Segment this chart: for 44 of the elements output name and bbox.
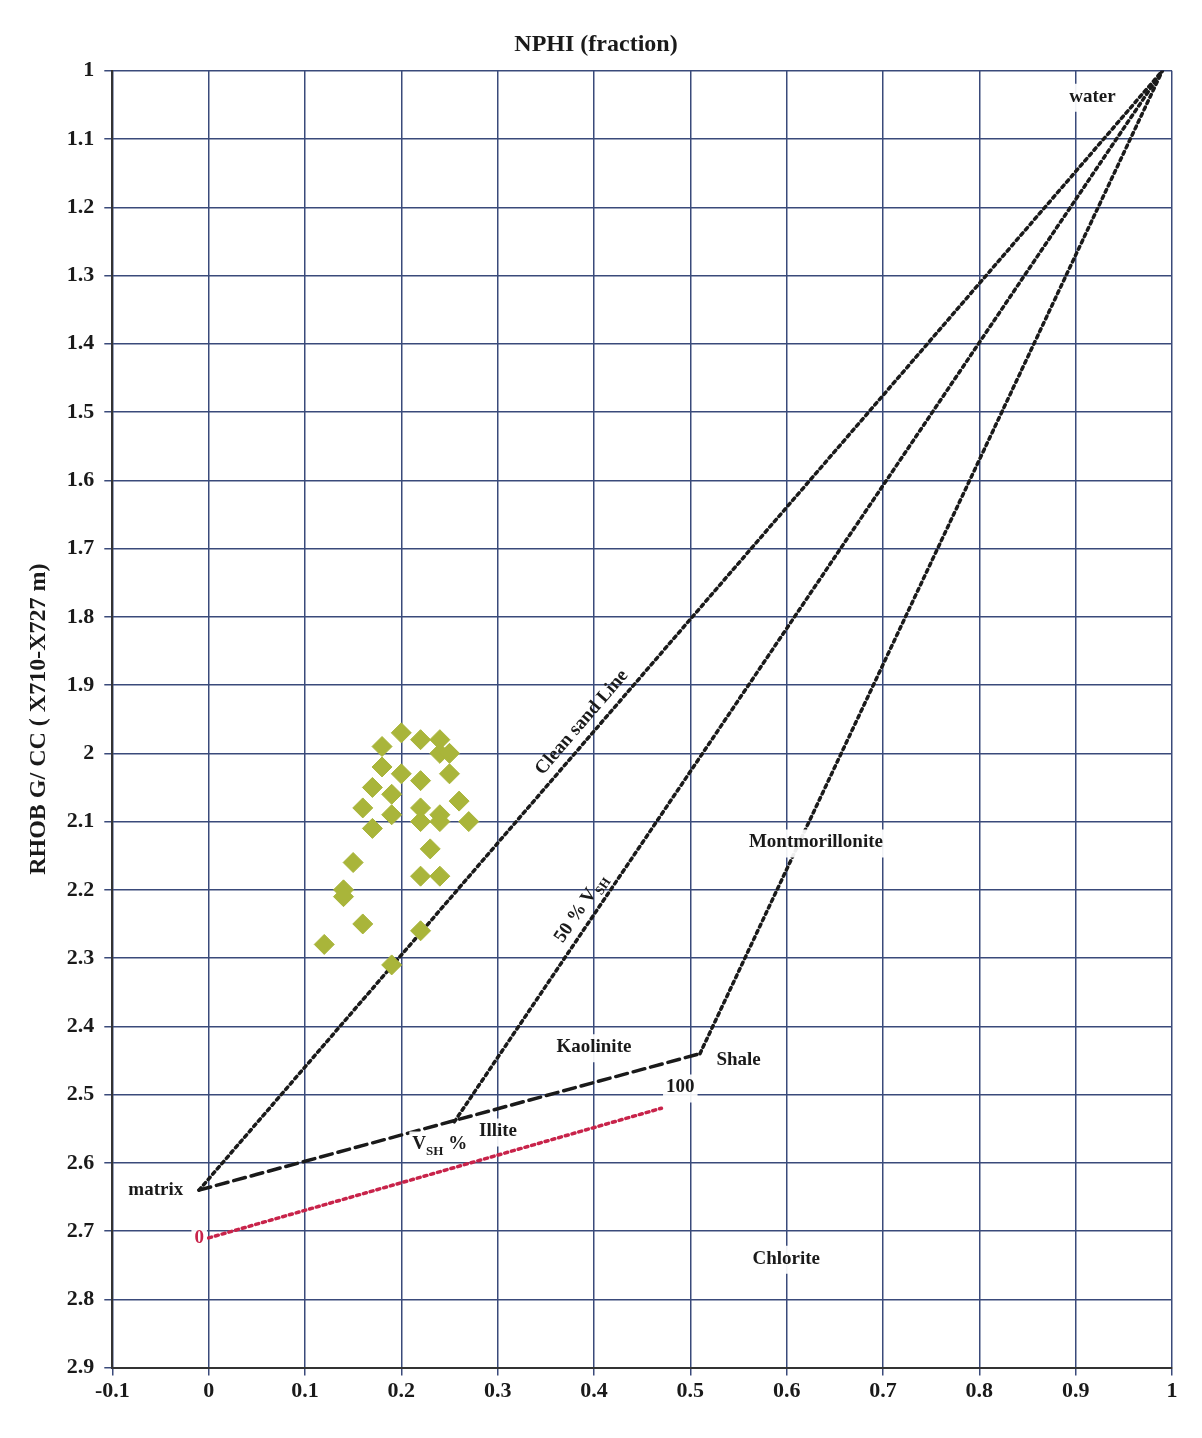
annotation: Chlorite (752, 1246, 821, 1268)
y-tick-label: 1 (83, 56, 95, 82)
x-tick-label: 0.5 (676, 1377, 705, 1403)
annotation: matrix (128, 1177, 184, 1199)
x-tick-label: 0.3 (483, 1377, 512, 1403)
y-tick-label: 1.5 (66, 397, 95, 423)
x-tick-label: 0.1 (291, 1377, 319, 1403)
x-tick-label: 0.7 (869, 1377, 897, 1403)
y-tick-label: 1.6 (66, 466, 95, 491)
y-tick-label: 2.1 (66, 807, 95, 833)
y-tick-label: 2 (83, 739, 95, 765)
x-axis-title: NPHI (fraction) (514, 29, 678, 56)
y-tick-label: 1.9 (66, 670, 95, 696)
y-tick-label: 2.2 (66, 875, 95, 901)
y-tick-label: 1.3 (66, 261, 95, 287)
x-tick-label: 0 (203, 1377, 215, 1403)
y-tick-label: 1.2 (66, 192, 95, 218)
annotation: water (1069, 84, 1117, 106)
annotation: Kaolinite (556, 1035, 632, 1057)
y-tick-label: 1.8 (66, 602, 95, 628)
y-tick-label: 2.8 (66, 1285, 95, 1311)
x-tick-label: 0.9 (1061, 1377, 1090, 1403)
y-axis-title: RHOB G/ CC ( X710-X727 m) (23, 563, 50, 875)
y-tick-label: 2.9 (66, 1353, 95, 1379)
y-tick-label: 2.7 (66, 1216, 95, 1242)
x-tick-label: -0.1 (94, 1377, 130, 1403)
y-tick-label: 1.1 (66, 124, 95, 150)
annotation: 0 (194, 1225, 204, 1247)
y-tick-label: 2.6 (66, 1148, 95, 1174)
y-tick-label: 1.7 (66, 534, 95, 560)
annotation: Shale (716, 1048, 761, 1070)
y-tick-label: 2.5 (66, 1080, 95, 1106)
y-tick-label: 1.4 (66, 329, 95, 355)
annotation: 50 % VSH (548, 874, 614, 946)
x-tick-label: 0.6 (772, 1377, 801, 1403)
annotation: 100 (666, 1075, 695, 1097)
x-tick-label: 0.2 (387, 1377, 416, 1403)
y-tick-label: 2.4 (66, 1012, 95, 1038)
annotation: Montmorillonite (748, 830, 883, 852)
x-tick-label: 1 (1166, 1377, 1178, 1403)
y-tick-label: 2.3 (66, 943, 95, 969)
annotation: Illite (479, 1119, 518, 1141)
x-tick-label: 0.4 (580, 1377, 608, 1403)
x-tick-label: 0.8 (965, 1377, 994, 1403)
